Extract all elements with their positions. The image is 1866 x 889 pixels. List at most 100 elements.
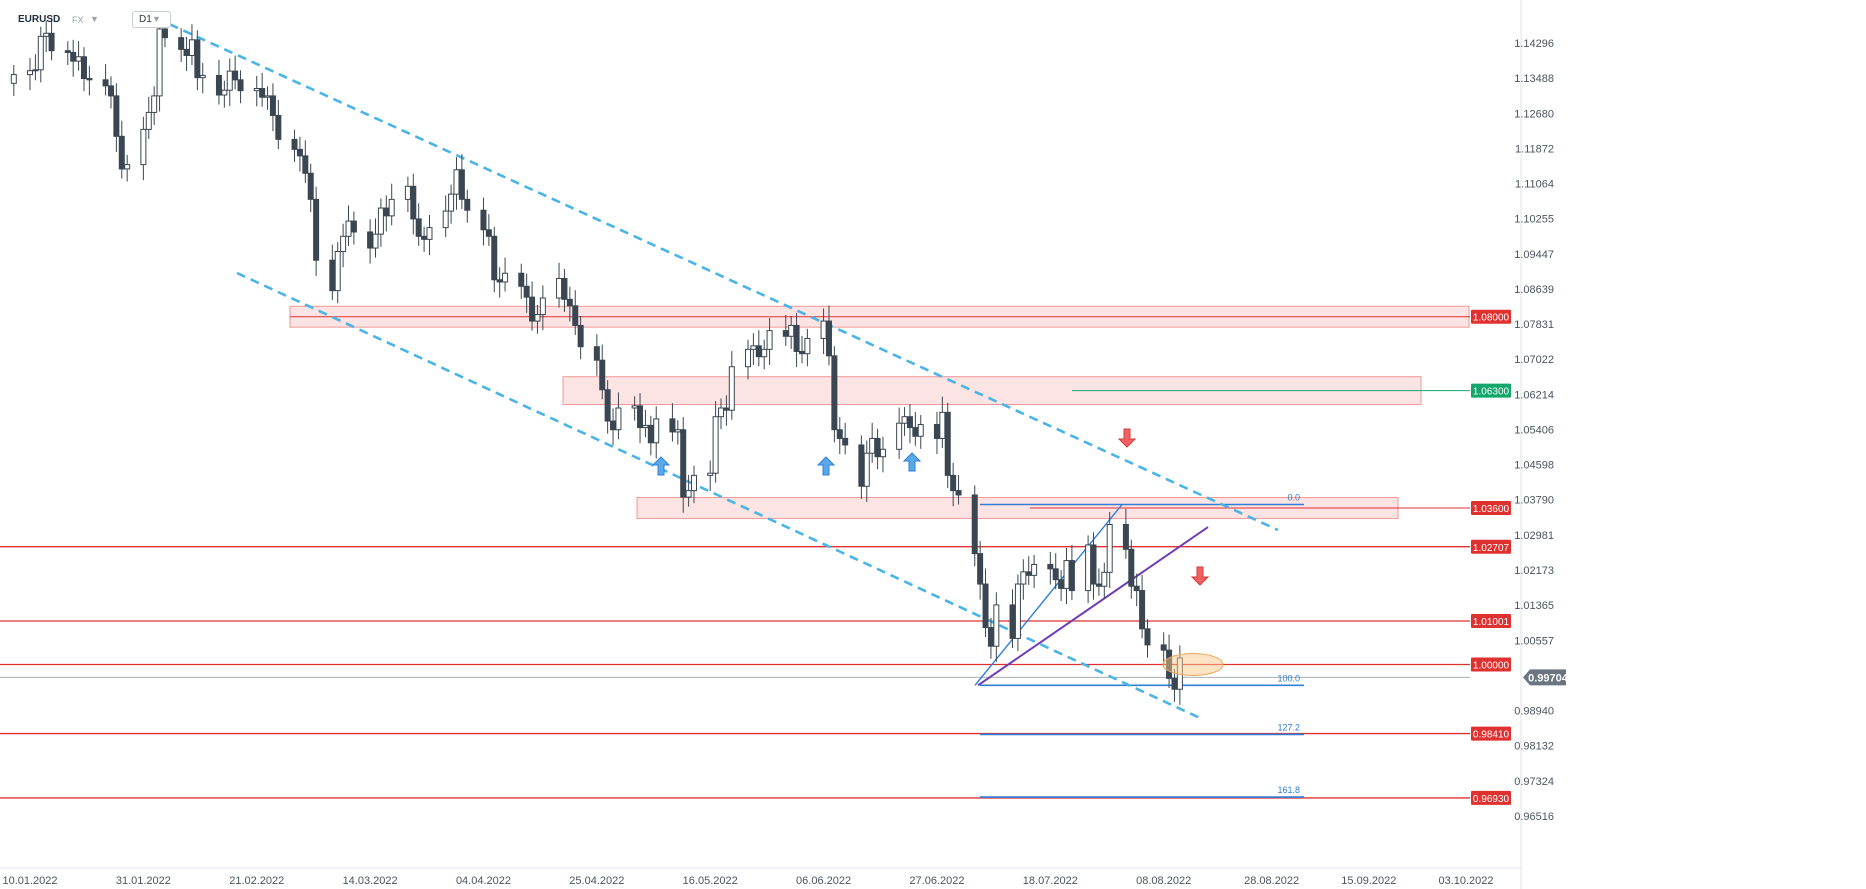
price-axis-label: 1.02173 [1514, 565, 1554, 577]
candle-body [156, 28, 163, 97]
price-tag-label: 0.96930 [1473, 794, 1510, 805]
price-axis-label: 1.13488 [1514, 73, 1554, 85]
candle-body [75, 56, 82, 62]
price-tag-label: 0.98410 [1473, 730, 1510, 741]
candle-body [982, 583, 989, 629]
price-tag [1471, 657, 1511, 672]
chevron-down-icon[interactable]: ▼ [152, 14, 161, 24]
time-axis-label: 25.04.2022 [569, 875, 624, 887]
candle-body [32, 69, 39, 72]
time-axis-label: 28.08.2022 [1244, 875, 1299, 887]
candle-body [750, 345, 757, 350]
candle-body [410, 185, 417, 220]
trend-line [977, 526, 1209, 687]
price-axis-label: 1.07022 [1514, 354, 1554, 366]
candle-body [1122, 523, 1129, 550]
candle-body [124, 164, 131, 170]
descending-channel [155, 16, 1279, 720]
candle-body [674, 429, 681, 433]
price-axis-label: 1.10255 [1514, 214, 1554, 226]
candle-body [804, 337, 811, 355]
candle-body [102, 79, 109, 87]
time-axis: 10.01.2022 31.01.2022 21.02.2022 14.03.2022… [2, 875, 1493, 887]
candle-body [869, 437, 876, 454]
candle-body [1139, 590, 1146, 630]
candle-body [296, 148, 303, 157]
candle-body [723, 407, 730, 411]
candle-body [566, 298, 573, 307]
candle-body [917, 424, 924, 437]
candle-body [404, 185, 411, 200]
candle-body [264, 95, 271, 98]
candle-body [610, 420, 617, 431]
channel-upper-line [155, 16, 1279, 532]
candle-body [1047, 563, 1054, 570]
chevron-down-icon[interactable]: ▼ [90, 14, 99, 24]
candle-body [383, 207, 390, 217]
candle-body [933, 424, 940, 439]
candle-body [421, 235, 428, 240]
candle-body [831, 355, 838, 431]
price-axis-label: 1.05406 [1514, 424, 1554, 436]
candle-body [161, 28, 168, 39]
candle-body [340, 235, 347, 253]
price-tag [1471, 500, 1511, 515]
candle-body [496, 279, 503, 283]
price-tag [1471, 309, 1511, 324]
price-axis-label: 1.02981 [1514, 530, 1554, 542]
trend-lines [977, 526, 1209, 687]
candle-body [858, 444, 865, 487]
resistance-zones [289, 305, 1470, 519]
current-price-label: 0.99704 [1528, 672, 1569, 684]
time-axis-label: 14.03.2022 [343, 875, 398, 887]
price-tag [1471, 613, 1511, 628]
price-axis-label: 1.11064 [1515, 179, 1554, 191]
arrow-up-icon [902, 452, 922, 472]
candle-body [194, 39, 201, 79]
price-axis-label: 0.98940 [1514, 706, 1554, 718]
price-tag-label: 1.00000 [1473, 660, 1510, 671]
candle-body [1058, 579, 1065, 589]
price-tag [1471, 726, 1511, 741]
candle-body [221, 89, 228, 96]
candle-body [944, 411, 951, 476]
candle-body [10, 74, 17, 84]
candle-body [291, 138, 298, 150]
candle-body [1101, 571, 1108, 587]
candle-body [1128, 548, 1135, 587]
candle-body [896, 422, 903, 450]
candle-body [253, 88, 260, 92]
candle-body [1020, 571, 1027, 585]
candle-body [825, 320, 832, 357]
candle-body [1063, 560, 1070, 589]
candle-body [1106, 523, 1113, 573]
candle-body [1160, 644, 1167, 651]
candle-body [577, 324, 584, 348]
price-axis-label: 1.00557 [1514, 635, 1554, 647]
candle-body [275, 114, 282, 140]
candle-body [145, 111, 152, 130]
candle-body [842, 437, 849, 446]
timeframe-selector[interactable]: D1 [132, 11, 171, 28]
candle-body [599, 359, 606, 391]
candle-body [37, 35, 44, 71]
candle-body [539, 297, 546, 316]
price-tag-label: 1.06300 [1473, 387, 1510, 398]
candle-body [188, 39, 195, 56]
candle-body [367, 231, 374, 249]
symbol-label: EURUSD [18, 14, 61, 25]
price-axis-label: 1.08639 [1514, 284, 1554, 296]
arrow-down-icon [1117, 428, 1137, 448]
price-axis-label: 0.98132 [1514, 741, 1554, 753]
candle-body [453, 169, 460, 195]
time-axis-label: 04.04.2022 [456, 875, 511, 887]
time-axis-label: 27.06.2022 [909, 875, 964, 887]
candle-body [350, 220, 357, 233]
price-axis-label: 0.97324 [1514, 776, 1554, 788]
current-price-tag [1523, 669, 1566, 686]
candle-body [1133, 585, 1140, 592]
candle-body [151, 95, 158, 113]
candle-body [561, 277, 568, 300]
candle-body [70, 51, 77, 62]
